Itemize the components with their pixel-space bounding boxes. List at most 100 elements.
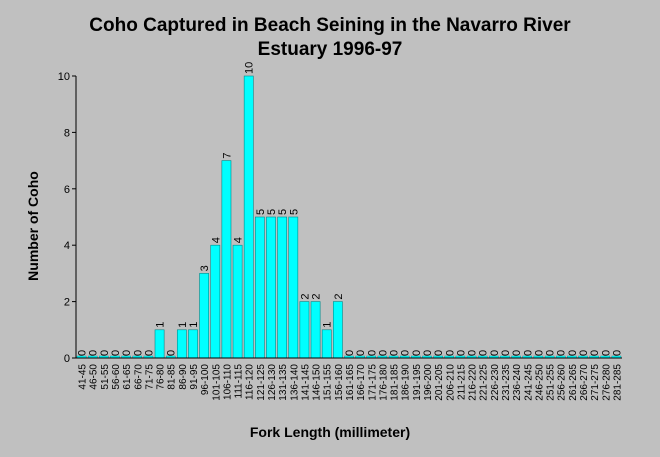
data-label-136-140: 5: [288, 209, 300, 215]
data-label-131-135: 5: [277, 209, 289, 215]
x-tick-label-201-205: 201-205: [434, 364, 445, 401]
x-tick-label-156-160: 156-160: [334, 364, 345, 401]
x-tick-label-56-60: 56-60: [111, 364, 122, 390]
data-label-51-55: 0: [99, 350, 111, 356]
data-label-181-185: 0: [389, 350, 401, 356]
bar-111-115: [232, 244, 243, 359]
y-tick-label-0: 0: [64, 353, 70, 365]
data-label-261-265: 0: [567, 350, 579, 356]
data-label-41-45: 0: [77, 350, 89, 356]
x-tick-label-141-145: 141-145: [300, 364, 311, 401]
data-label-91-95: 1: [188, 322, 200, 328]
data-label-141-145: 2: [299, 293, 311, 299]
bar-91-95: [188, 329, 198, 359]
x-tick-label-251-255: 251-255: [546, 364, 557, 401]
data-label-186-190: 0: [400, 350, 412, 356]
data-label-121-125: 5: [255, 209, 267, 215]
data-label-176-180: 0: [377, 350, 389, 356]
data-label-56-60: 0: [110, 350, 122, 356]
x-tick-label-206-210: 206-210: [445, 364, 456, 401]
data-label-256-260: 0: [556, 350, 568, 356]
data-label-116-120: 10: [244, 62, 256, 74]
x-tick-label-151-155: 151-155: [323, 364, 334, 401]
chart-title: Coho Captured in Beach Seining in the Na…: [0, 14, 660, 62]
x-tick-label-281-285: 281-285: [612, 364, 623, 401]
bar-126-130: [266, 216, 276, 359]
x-tick-label-61-65: 61-65: [122, 364, 133, 390]
data-label-106-110: 7: [221, 152, 233, 158]
x-tick-label-46-50: 46-50: [89, 364, 100, 390]
y-tick-label-8: 8: [64, 127, 70, 139]
data-label-226-230: 0: [489, 350, 501, 356]
x-tick-label-121-125: 121-125: [256, 364, 267, 401]
x-tick-label-271-275: 271-275: [590, 364, 601, 401]
x-tick-label-186-190: 186-190: [401, 364, 412, 401]
data-label-76-80: 1: [155, 322, 167, 328]
x-tick-label-51-55: 51-55: [100, 364, 111, 390]
data-label-281-285: 0: [611, 350, 623, 356]
data-label-156-160: 2: [333, 293, 345, 299]
data-label-166-170: 0: [355, 350, 367, 356]
x-tick-label-111-115: 111-115: [234, 364, 245, 399]
x-tick-label-71-75: 71-75: [144, 364, 155, 390]
data-label-81-85: 0: [166, 350, 178, 356]
x-tick-label-96-100: 96-100: [200, 364, 211, 396]
bar-121-125: [254, 216, 265, 359]
data-label-146-150: 2: [311, 293, 323, 299]
x-tick-label-196-200: 196-200: [423, 364, 434, 401]
bar-96-100: [199, 273, 210, 359]
bar-146-150: [310, 301, 321, 359]
data-label-266-270: 0: [578, 350, 590, 356]
data-label-66-70: 0: [132, 350, 144, 356]
data-label-46-50: 0: [88, 350, 100, 356]
x-axis-label: Fork Length (millimeter): [249, 424, 411, 440]
bar-141-145: [299, 301, 310, 359]
y-tick-label-2: 2: [64, 297, 70, 309]
x-tick-label-211-215: 211-215: [456, 364, 467, 400]
data-label-161-165: 0: [344, 350, 356, 356]
bar-106-110: [221, 160, 232, 359]
data-label-231-235: 0: [500, 350, 512, 356]
data-label-246-250: 0: [533, 350, 545, 356]
y-tick-label-10: 10: [58, 71, 70, 83]
x-tick-label-266-270: 266-270: [579, 364, 590, 401]
data-label-276-280: 0: [600, 350, 612, 356]
bar-156-160: [332, 301, 343, 359]
data-label-211-215: 0: [455, 350, 467, 356]
x-tick-label-101-105: 101-105: [211, 364, 222, 401]
x-tick-label-246-250: 246-250: [534, 364, 545, 401]
y-tick-label-6: 6: [64, 184, 70, 196]
y-tick-label-4: 4: [64, 240, 70, 252]
bar-86-90: [176, 329, 187, 359]
x-tick-label-131-135: 131-135: [278, 364, 289, 401]
data-label-151-155: 1: [322, 322, 334, 328]
data-label-236-240: 0: [511, 350, 523, 356]
bar-101-105: [210, 244, 221, 359]
x-tick-label-116-120: 116-120: [245, 364, 256, 400]
x-tick-label-231-235: 231-235: [501, 364, 512, 401]
x-tick-label-216-220: 216-220: [468, 364, 479, 401]
x-tick-label-226-230: 226-230: [490, 364, 501, 401]
data-label-206-210: 0: [444, 350, 456, 356]
x-tick-label-91-95: 91-95: [189, 364, 200, 390]
data-label-126-130: 5: [266, 209, 278, 215]
chart-title-line-1: Coho Captured in Beach Seining in the Na…: [89, 15, 571, 36]
x-tick-label-221-225: 221-225: [479, 364, 490, 401]
x-tick-label-41-45: 41-45: [78, 364, 89, 390]
bar-136-140: [288, 216, 299, 359]
data-label-171-175: 0: [366, 350, 378, 356]
x-tick-label-171-175: 171-175: [367, 364, 378, 401]
data-label-71-75: 0: [143, 350, 155, 356]
x-tick-label-181-185: 181-185: [390, 364, 401, 401]
x-tick-label-176-180: 176-180: [378, 364, 389, 401]
data-label-101-105: 4: [210, 237, 222, 243]
data-label-221-225: 0: [478, 350, 490, 356]
x-tick-label-106-110: 106-110: [222, 364, 233, 400]
x-tick-label-81-85: 81-85: [167, 364, 178, 390]
x-tick-label-261-265: 261-265: [568, 364, 579, 401]
x-tick-label-146-150: 146-150: [312, 364, 323, 401]
bar-116-120: [243, 75, 254, 359]
data-label-201-205: 0: [433, 350, 445, 356]
